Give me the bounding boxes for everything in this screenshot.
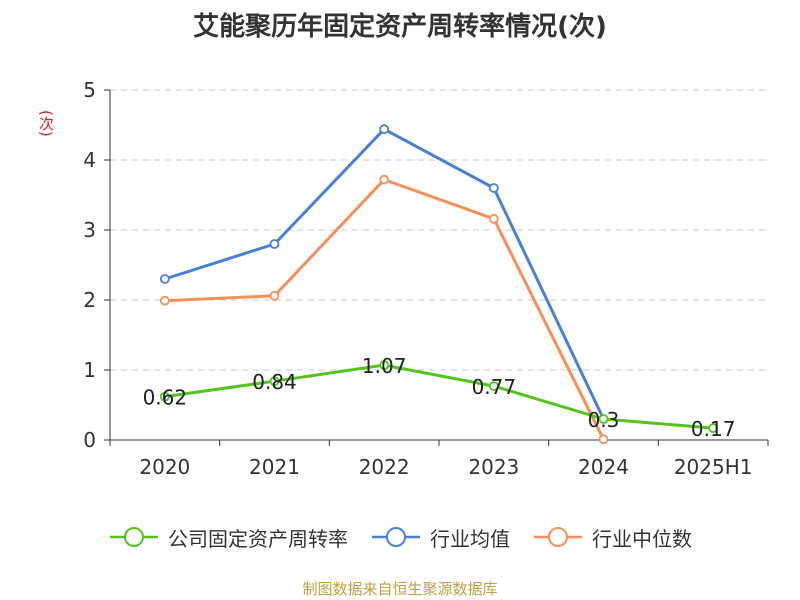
legend-swatch — [110, 527, 158, 547]
gridlines — [110, 89, 768, 371]
legend-item[interactable]: 行业均值 — [370, 523, 510, 552]
series-lines — [159, 124, 719, 445]
legend-item[interactable]: 行业中位数 — [532, 523, 692, 552]
data-point — [379, 174, 390, 185]
y-tick-label: 4 — [83, 148, 96, 172]
x-tick-label: 2022 — [359, 455, 410, 479]
legend-label: 公司固定资产周转率 — [168, 526, 348, 551]
legend-swatch — [372, 527, 420, 547]
legend-label: 行业中位数 — [592, 526, 692, 551]
data-point — [488, 213, 499, 224]
series-line — [164, 363, 714, 430]
data-label: 0.17 — [691, 417, 736, 441]
legend: 公司固定资产周转率 行业均值 行业中位数 — [0, 520, 800, 554]
y-axis-unit-label: (次) — [37, 110, 55, 137]
x-tick-label: 2020 — [139, 455, 190, 479]
data-point — [488, 183, 499, 193]
data-point — [159, 391, 170, 402]
x-tick-label: 2024 — [578, 455, 629, 479]
data-source-note: 制图数据来自恒生聚源数据库 — [302, 580, 498, 598]
data-label: 0.77 — [472, 375, 517, 399]
data-point — [598, 434, 609, 445]
legend-label: 行业均值 — [430, 526, 510, 551]
x-tick-label: 2023 — [468, 455, 519, 479]
data-point — [379, 360, 390, 371]
data-point — [488, 381, 499, 392]
data-point — [269, 239, 280, 249]
y-tick-label: 3 — [83, 218, 96, 242]
data-point — [708, 423, 719, 434]
x-tick-label: 2021 — [249, 455, 300, 479]
data-point — [269, 290, 280, 301]
data-label: 0.3 — [588, 408, 620, 432]
data-point — [269, 376, 280, 387]
data-point — [379, 124, 390, 135]
axes: 0 1 2 3 4 5 2020 2021 2022 2023 2024 2025H1 — [83, 78, 769, 479]
data-point — [159, 274, 170, 284]
data-point — [159, 295, 170, 306]
y-tick-label: 0 — [83, 428, 96, 452]
legend-item[interactable]: 公司固定资产周转率 — [108, 523, 348, 552]
data-labels: 0.62 0.84 1.07 0.77 0.3 0.17 — [143, 354, 736, 441]
data-label: 1.07 — [362, 354, 407, 378]
x-tick-label: 2025H1 — [674, 455, 753, 479]
line-chart: 0 1 2 3 4 5 2020 2021 2022 2023 2024 2025H1 0.62 0.8… — [83, 78, 769, 479]
data-point — [598, 414, 609, 424]
y-tick-label: 2 — [83, 288, 96, 312]
data-label: 0.84 — [252, 370, 297, 394]
data-label: 0.62 — [143, 386, 188, 410]
y-tick-label: 5 — [83, 78, 96, 102]
legend-swatch — [534, 527, 582, 547]
chart-title: 艾能聚历年固定资产周转率情况(次) — [193, 12, 607, 42]
y-tick-label: 1 — [83, 358, 96, 382]
